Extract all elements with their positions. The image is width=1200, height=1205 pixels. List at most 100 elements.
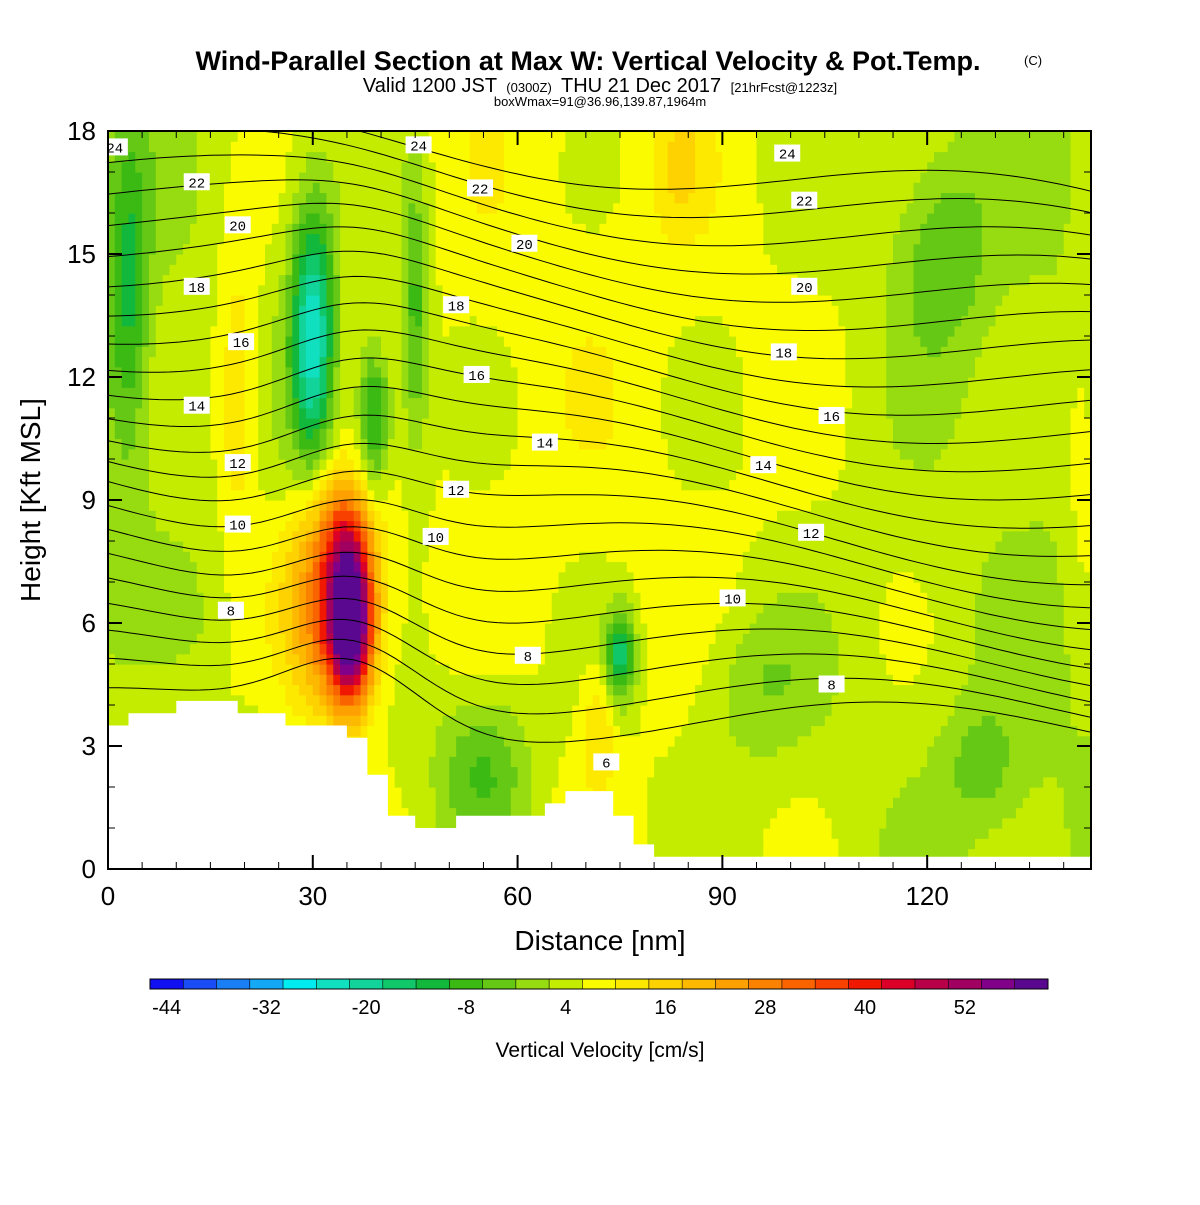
w-cell: [394, 643, 403, 655]
w-cell: [374, 766, 382, 778]
w-cell: [217, 366, 225, 378]
w-cell: [292, 551, 300, 563]
w-cell: [326, 131, 334, 142]
w-cell: [251, 674, 259, 686]
w-cell: [251, 346, 259, 358]
w-cell: [258, 223, 266, 235]
w-cell: [469, 571, 478, 583]
w-cell: [490, 141, 498, 153]
w-cell: [483, 213, 491, 224]
w-cell: [476, 674, 485, 686]
w-cell: [456, 571, 464, 583]
w-cell: [442, 623, 450, 634]
w-cell: [442, 397, 450, 409]
w-cell: [401, 664, 409, 675]
chart-title: Wind-Parallel Section at Max W: Vertical…: [196, 46, 981, 76]
w-cell: [558, 530, 566, 542]
w-cell: [422, 551, 430, 563]
w-cell: [538, 551, 546, 563]
w-cell: [490, 551, 498, 563]
w-cell: [278, 643, 287, 655]
w-cell: [142, 233, 150, 245]
w-cell: [271, 489, 280, 501]
w-cell: [319, 489, 328, 501]
w-cell: [415, 817, 423, 829]
w-cell: [558, 356, 566, 368]
w-cell: [121, 243, 130, 255]
w-cell: [360, 653, 369, 665]
w-cell: [108, 684, 116, 696]
w-cell: [401, 653, 409, 665]
w-cell: [319, 356, 328, 368]
w-cell: [387, 633, 396, 645]
w-cell: [387, 530, 396, 542]
w-cell: [319, 131, 328, 142]
w-cell: [422, 725, 430, 737]
w-cell: [442, 571, 450, 583]
w-cell: [271, 172, 280, 183]
w-cell: [155, 377, 164, 388]
w-cell: [503, 407, 512, 419]
w-cell: [196, 653, 205, 665]
w-cell: [305, 684, 314, 696]
w-cell: [251, 694, 259, 706]
w-cell: [524, 151, 532, 163]
w-cell: [258, 582, 266, 593]
w-cell: [326, 612, 334, 624]
w-cell: [121, 182, 130, 194]
w-cell: [299, 479, 307, 491]
w-cell: [155, 653, 164, 665]
w-cell: [162, 510, 171, 522]
w-cell: [230, 346, 239, 358]
w-cell: [428, 807, 437, 819]
w-cell: [135, 551, 143, 563]
w-cell: [497, 684, 505, 696]
w-cell: [292, 674, 300, 686]
w-cell: [189, 233, 198, 245]
w-cell: [135, 407, 143, 419]
w-cell: [189, 418, 198, 429]
w-cell: [503, 664, 512, 675]
w-cell: [108, 653, 116, 665]
w-cell: [210, 602, 218, 614]
w-cell: [305, 243, 314, 255]
w-cell: [517, 387, 526, 399]
w-cell: [456, 725, 464, 737]
w-cell: [237, 633, 246, 645]
w-cell: [462, 500, 471, 511]
w-cell: [490, 448, 498, 460]
w-cell: [565, 561, 573, 573]
w-cell: [265, 264, 273, 276]
w-cell: [108, 479, 116, 491]
w-cell: [237, 141, 246, 153]
w-cell: [531, 530, 539, 542]
w-cell: [483, 797, 491, 809]
w-cell: [456, 377, 464, 388]
w-cell: [162, 131, 171, 142]
w-cell: [251, 182, 259, 194]
w-cell: [353, 213, 362, 224]
w-cell: [128, 684, 136, 696]
w-cell: [217, 438, 225, 450]
w-cell: [353, 336, 362, 347]
w-cell: [265, 254, 273, 265]
w-cell: [367, 664, 375, 675]
w-cell: [374, 684, 382, 696]
w-cell: [415, 407, 423, 419]
w-cell: [476, 336, 485, 347]
w-cell: [203, 633, 211, 645]
w-cell: [435, 182, 444, 194]
w-cell: [490, 725, 498, 737]
w-cell: [510, 715, 519, 727]
w-cell: [346, 705, 355, 716]
w-cell: [217, 315, 225, 327]
w-cell: [456, 407, 464, 419]
w-cell: [210, 551, 218, 563]
w-cell: [176, 561, 184, 573]
w-cell: [142, 653, 150, 665]
w-cell: [346, 131, 355, 142]
w-cell: [210, 397, 218, 409]
w-cell: [462, 571, 471, 583]
w-cell: [442, 438, 450, 450]
w-cell: [387, 787, 396, 798]
